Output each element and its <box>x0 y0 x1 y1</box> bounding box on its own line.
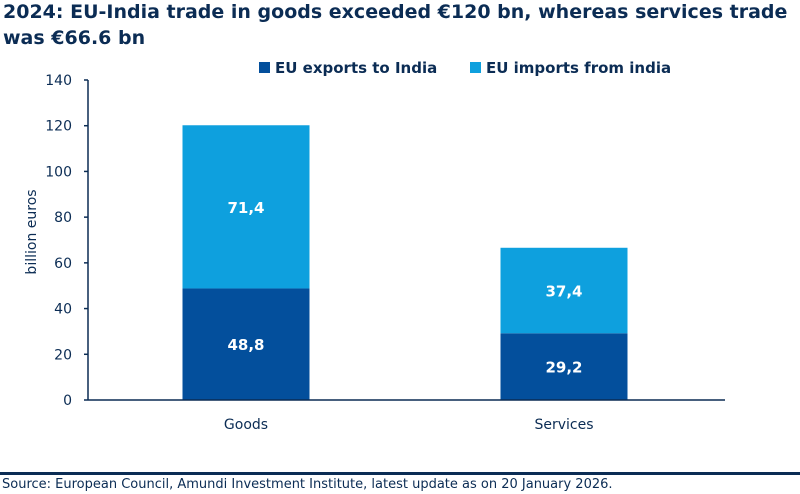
data-label: 37,4 <box>545 283 582 301</box>
y-tick-label: 60 <box>54 256 72 272</box>
y-tick-label: 20 <box>54 347 72 363</box>
y-tick-label: 140 <box>45 73 72 89</box>
data-label: 29,2 <box>545 359 582 377</box>
y-tick-label: 120 <box>45 119 72 135</box>
x-tick-label: Services <box>534 417 593 433</box>
data-label: 71,4 <box>227 199 264 217</box>
bar-goods-0 <box>182 288 310 400</box>
chart-title: 2024: EU-India trade in goods exceeded €… <box>3 1 788 49</box>
y-tick-label: 0 <box>63 393 72 409</box>
legend-label: EU exports to India <box>275 59 437 77</box>
y-tick-label: 40 <box>54 302 72 318</box>
legend-swatch <box>259 62 270 73</box>
x-tick-label: Goods <box>224 417 268 433</box>
source-note: Source: European Council, Amundi Investm… <box>2 477 613 492</box>
legend-swatch <box>470 62 481 73</box>
legend: EU exports to India EU imports from india <box>259 59 671 77</box>
legend-label: EU imports from india <box>486 59 671 77</box>
data-label: 48,8 <box>227 336 264 354</box>
bar-goods-1 <box>182 125 310 289</box>
bar-services-1 <box>500 247 628 334</box>
y-tick-label: 80 <box>54 210 72 226</box>
y-tick-label: 100 <box>45 164 72 180</box>
bar-services-0 <box>500 333 628 400</box>
chart: billion euros EU exports to India EU impo… <box>24 59 725 433</box>
y-axis-label: billion euros <box>24 189 40 274</box>
divider <box>0 472 800 475</box>
